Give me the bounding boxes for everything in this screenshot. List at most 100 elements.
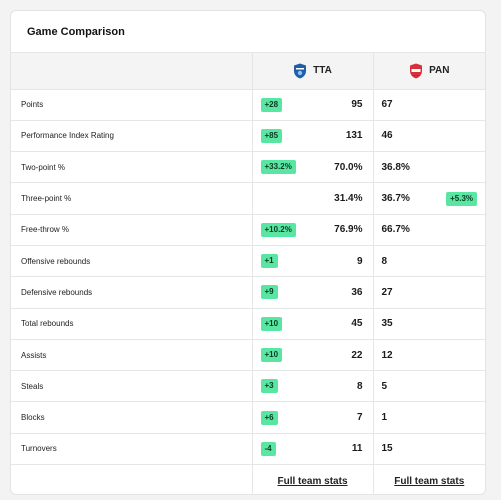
home-team-abbr: TTA — [313, 65, 332, 77]
away-stat-cell: 1 — [372, 401, 485, 434]
stat-label: Steals — [11, 370, 252, 403]
pan-shield-logo-icon — [409, 63, 423, 79]
comparison-table: TTA PAN — [11, 53, 485, 494]
stat-row-three-point: Three-point % 31.4% 36.7% +5.3% — [11, 182, 485, 215]
home-diff-badge: +6 — [260, 410, 278, 425]
home-stat-cell: +1 9 — [251, 245, 373, 278]
home-diff-badge: +10 — [260, 316, 283, 331]
away-stat-cell: 46 — [372, 120, 485, 153]
home-stat-value: 7 — [356, 412, 363, 424]
stat-label: Assists — [11, 339, 252, 372]
home-stat-cell: 31.4% — [251, 182, 373, 215]
stat-label: Points — [11, 89, 252, 121]
game-comparison-card: Game Comparison — [10, 10, 486, 495]
home-diff-badge: +3 — [260, 379, 278, 394]
home-stat-cell: +6 7 — [251, 401, 373, 434]
home-full-team-stats-link[interactable]: Full team stats — [277, 476, 348, 488]
away-stat-cell: 36.7% +5.3% — [372, 182, 485, 215]
home-stat-value: 9 — [356, 255, 363, 267]
home-stat-value: 45 — [351, 318, 363, 330]
stat-row-blocks: Blocks +6 7 1 — [11, 401, 485, 434]
home-stat-cell: +33.2% 70.0% — [251, 151, 373, 184]
away-footer-cell: Full team stats — [372, 464, 485, 494]
away-stat-cell: 66.7% — [372, 214, 485, 246]
stat-label: Defensive rebounds — [11, 276, 252, 309]
home-stat-cell: +10 45 — [251, 308, 373, 340]
away-stat-value: 35 — [381, 318, 393, 330]
away-stat-value: 67 — [381, 99, 393, 111]
stat-row-performance-index-rating: Performance Index Rating +85 131 46 — [11, 120, 485, 153]
away-stat-value: 36.7% — [381, 193, 410, 205]
stat-label: Turnovers — [11, 433, 252, 466]
away-stat-value: 46 — [381, 130, 393, 142]
away-team-header: PAN — [372, 53, 485, 90]
home-stat-value: 36 — [351, 286, 363, 298]
away-stat-value: 15 — [381, 443, 393, 455]
stat-row-points: Points +28 95 67 — [11, 89, 485, 121]
home-diff-badge: +10 — [260, 348, 283, 363]
stat-label: Two-point % — [11, 151, 252, 184]
away-stat-cell: 5 — [372, 370, 485, 403]
home-diff-badge: +1 — [260, 254, 278, 269]
home-stat-cell: +10 22 — [251, 339, 373, 372]
home-diff-badge: +85 — [260, 128, 283, 143]
home-stat-value: 8 — [356, 380, 363, 392]
home-stat-cell: +3 8 — [251, 370, 373, 403]
away-stat-value: 12 — [381, 349, 393, 361]
away-stat-value: 1 — [381, 412, 388, 424]
stat-label: Blocks — [11, 401, 252, 434]
footer-row: Full team stats Full team stats — [11, 464, 485, 494]
footer-spacer — [11, 465, 252, 494]
team-header-row: TTA PAN — [11, 53, 485, 90]
home-stat-cell: +10.2% 76.9% — [251, 214, 373, 246]
stat-row-steals: Steals +3 8 5 — [11, 370, 485, 403]
home-stat-value: 22 — [351, 349, 363, 361]
away-diff-badge: +5.3% — [446, 191, 477, 206]
home-stat-cell: +28 95 — [251, 89, 373, 121]
away-stat-cell: 15 — [372, 433, 485, 466]
home-stat-cell: +9 36 — [251, 276, 373, 309]
away-stat-cell: 8 — [372, 245, 485, 278]
stat-row-offensive-rebounds: Offensive rebounds +1 9 8 — [11, 245, 485, 278]
stat-row-defensive-rebounds: Defensive rebounds +9 36 27 — [11, 276, 485, 309]
stat-label: Total rebounds — [11, 308, 252, 340]
stat-label: Three-point % — [11, 182, 252, 215]
stat-row-assists: Assists +10 22 12 — [11, 339, 485, 372]
stat-row-free-throw: Free-throw % +10.2% 76.9% 66.7% — [11, 214, 485, 246]
away-stat-value: 5 — [381, 380, 388, 392]
stat-row-total-rebounds: Total rebounds +10 45 35 — [11, 308, 485, 340]
away-stat-value: 27 — [381, 286, 393, 298]
home-stat-value: 95 — [351, 99, 363, 111]
home-diff-badge: +9 — [260, 285, 278, 300]
away-stat-cell: 35 — [372, 308, 485, 340]
away-stat-cell: 67 — [372, 89, 485, 121]
away-stat-value: 8 — [381, 255, 388, 267]
away-stat-cell: 12 — [372, 339, 485, 372]
stat-label: Offensive rebounds — [11, 245, 252, 278]
away-team-abbr: PAN — [429, 65, 450, 77]
card-title: Game Comparison — [11, 11, 485, 53]
home-stat-value: 11 — [351, 443, 363, 455]
home-footer-cell: Full team stats — [251, 464, 373, 494]
away-stat-cell: 27 — [372, 276, 485, 309]
home-diff-badge: +33.2% — [260, 160, 296, 175]
stat-row-turnovers: Turnovers -4 11 15 — [11, 433, 485, 466]
stat-label: Free-throw % — [11, 214, 252, 246]
home-stat-value: 76.9% — [334, 224, 363, 236]
label-header — [11, 53, 252, 90]
home-stat-cell: -4 11 — [251, 433, 373, 466]
home-diff-badge: +10.2% — [260, 222, 296, 237]
stat-row-two-point: Two-point % +33.2% 70.0% 36.8% — [11, 151, 485, 184]
away-full-team-stats-link[interactable]: Full team stats — [394, 476, 465, 488]
home-stat-value: 70.0% — [334, 161, 363, 173]
tta-shield-logo-icon — [293, 63, 307, 79]
home-diff-badge: +28 — [260, 97, 283, 112]
away-stat-cell: 36.8% — [372, 151, 485, 184]
away-stat-value: 36.8% — [381, 161, 410, 173]
home-stat-value: 31.4% — [334, 193, 363, 205]
home-diff-badge: -4 — [260, 441, 276, 456]
home-stat-value: 131 — [345, 130, 363, 142]
home-team-header: TTA — [251, 53, 373, 90]
home-stat-cell: +85 131 — [251, 120, 373, 153]
away-stat-value: 66.7% — [381, 224, 410, 236]
